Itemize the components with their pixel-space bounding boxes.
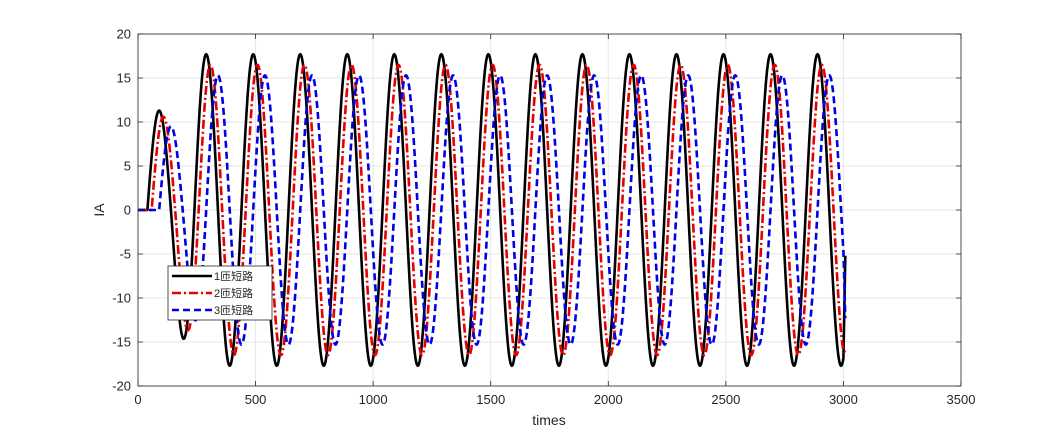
legend: 1匝短路 2匝短路 3匝短路	[167, 265, 273, 321]
x-tick-label: 500	[245, 392, 267, 407]
x-tick-label: 3500	[947, 392, 976, 407]
x-tick-label: 2500	[711, 392, 740, 407]
y-tick-label: 5	[124, 159, 131, 174]
y-tick-label: 10	[117, 115, 131, 130]
x-tick-label: 1000	[359, 392, 388, 407]
y-tick-label: 20	[117, 27, 131, 42]
legend-label-1: 1匝短路	[214, 269, 253, 283]
axis-ticks: 0 500 1000 1500 2000 2500 3000 3500 -20 -15 -10 -5 0…	[112, 27, 975, 408]
x-axis-label: times	[532, 412, 565, 428]
legend-label-3: 3匝短路	[214, 303, 253, 317]
x-tick-label: 2000	[594, 392, 623, 407]
y-tick-label: 15	[117, 71, 131, 86]
x-tick-label: 0	[134, 392, 141, 407]
series-line-3	[137, 74, 847, 346]
y-tick-label: 0	[124, 203, 131, 218]
y-tick-label: -20	[112, 379, 131, 394]
legend-label-2: 2匝短路	[214, 286, 253, 300]
x-tick-label: 1500	[476, 392, 505, 407]
x-tick-label: 3000	[829, 392, 858, 407]
series-layer	[137, 52, 847, 368]
y-tick-label: -10	[112, 291, 131, 306]
y-tick-label: -15	[112, 335, 131, 350]
y-tick-label: -5	[119, 247, 131, 262]
y-axis-label: IA	[91, 203, 107, 217]
